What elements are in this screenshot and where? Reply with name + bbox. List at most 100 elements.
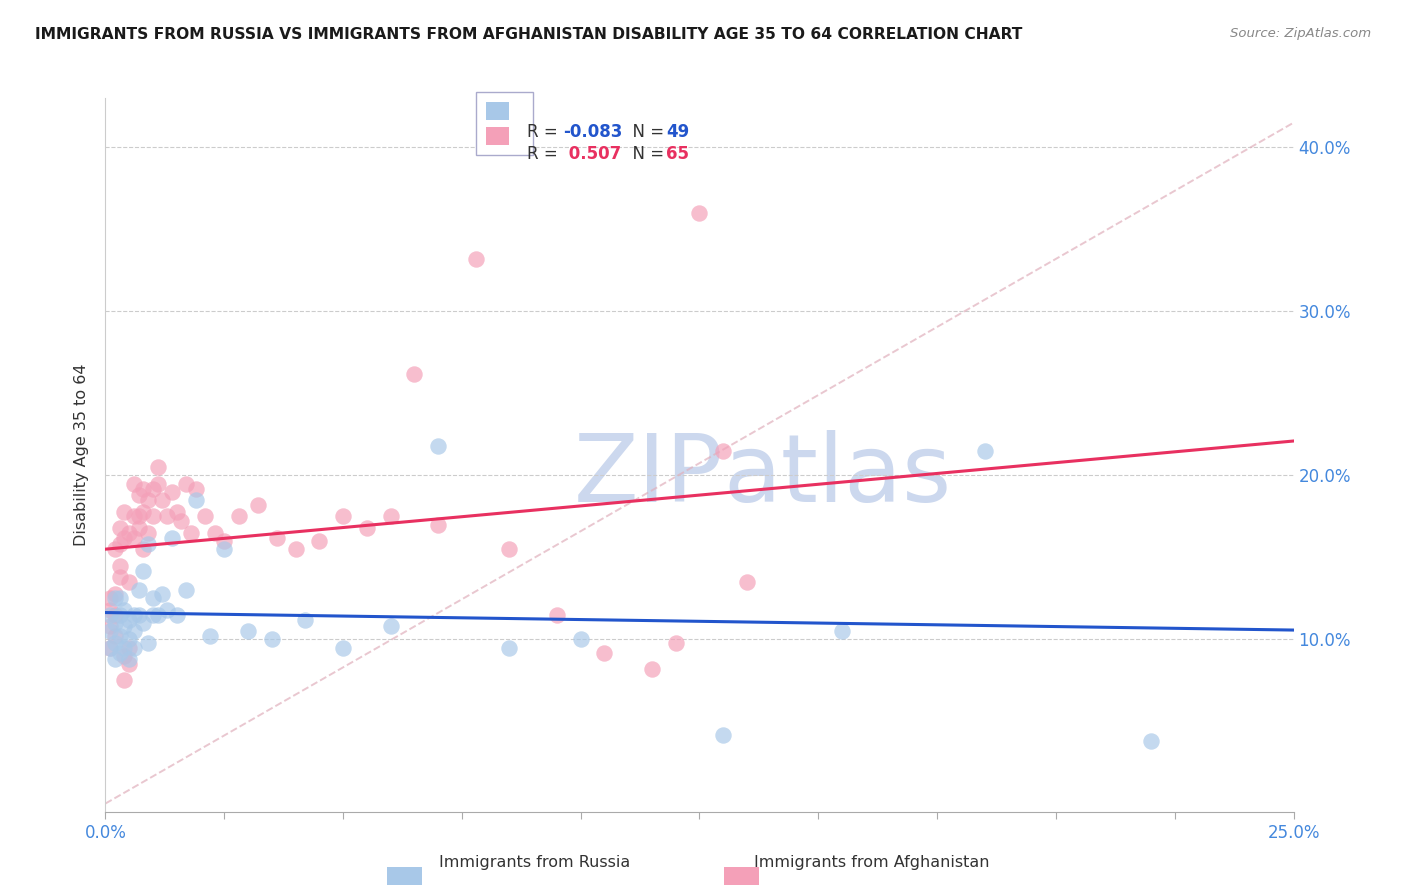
Point [641, 662, 664, 676]
Point [174, 476, 197, 491]
Point [118, 575, 141, 590]
Text: R =: R = [527, 145, 564, 162]
Point [214, 534, 236, 549]
Point [136, 525, 159, 540]
Point [332, 640, 354, 655]
Point [122, 476, 145, 491]
Point [427, 439, 450, 453]
Text: R =: R = [527, 123, 564, 141]
Point [136, 636, 159, 650]
Point [1140, 734, 1163, 748]
Point [146, 607, 169, 622]
Point [108, 591, 131, 606]
Point [831, 624, 853, 639]
Point [128, 509, 150, 524]
Point [160, 531, 183, 545]
Point [380, 619, 402, 633]
Point [128, 521, 150, 535]
Point [142, 482, 165, 496]
Point [356, 521, 378, 535]
Point [174, 583, 197, 598]
Point [104, 591, 127, 606]
Point [689, 206, 711, 220]
Point [114, 619, 136, 633]
Point [104, 542, 127, 557]
Point [184, 482, 207, 496]
Point [465, 252, 488, 266]
Point [122, 509, 145, 524]
Point [104, 652, 127, 666]
Point [118, 652, 141, 666]
Text: N =: N = [623, 123, 669, 141]
Point [665, 636, 688, 650]
Point [136, 537, 159, 551]
Point [146, 460, 169, 475]
Point [332, 509, 354, 524]
Point [198, 629, 221, 643]
Point [108, 646, 131, 660]
Point [236, 624, 259, 639]
Point [132, 542, 155, 557]
Text: atlas: atlas [723, 430, 952, 523]
Legend: , : , [477, 92, 533, 155]
Point [122, 607, 145, 622]
Point [132, 564, 155, 578]
Point [114, 531, 136, 545]
Point [128, 607, 150, 622]
Point [166, 607, 188, 622]
Point [98, 640, 121, 655]
Point [118, 640, 141, 655]
Point [404, 367, 426, 381]
Point [380, 509, 402, 524]
Point [160, 484, 183, 499]
Point [118, 657, 141, 671]
Point [118, 613, 141, 627]
Point [204, 525, 226, 540]
Point [104, 616, 127, 631]
Point [498, 542, 520, 557]
Point [427, 517, 450, 532]
Text: 49: 49 [666, 123, 689, 141]
Point [228, 509, 250, 524]
Point [973, 443, 995, 458]
Text: 0.507: 0.507 [562, 145, 621, 162]
Point [284, 542, 307, 557]
Point [114, 640, 136, 655]
Point [184, 493, 207, 508]
Point [146, 476, 169, 491]
Point [711, 443, 734, 458]
Point [132, 616, 155, 631]
Point [194, 509, 217, 524]
Point [132, 482, 155, 496]
Point [546, 607, 568, 622]
Point [108, 570, 131, 584]
Point [294, 613, 316, 627]
Point [132, 504, 155, 518]
Point [156, 603, 179, 617]
Text: Immigrants from Afghanistan: Immigrants from Afghanistan [754, 855, 990, 870]
Point [122, 531, 145, 545]
Point [142, 591, 165, 606]
Point [108, 537, 131, 551]
Text: -0.083: -0.083 [562, 123, 623, 141]
Point [114, 504, 136, 518]
Text: Immigrants from Russia: Immigrants from Russia [439, 855, 630, 870]
Point [214, 542, 236, 557]
Point [266, 531, 288, 545]
Point [118, 525, 141, 540]
Point [136, 493, 159, 508]
Point [118, 632, 141, 647]
Point [104, 586, 127, 600]
Point [114, 673, 136, 688]
Point [108, 629, 131, 643]
Point [104, 629, 127, 643]
Point [260, 632, 283, 647]
Point [170, 514, 193, 528]
Point [114, 648, 136, 663]
Point [152, 586, 174, 600]
Point [104, 636, 127, 650]
Point [98, 619, 121, 633]
Point [735, 575, 758, 590]
Point [142, 509, 165, 524]
Y-axis label: Disability Age 35 to 64: Disability Age 35 to 64 [73, 364, 89, 546]
